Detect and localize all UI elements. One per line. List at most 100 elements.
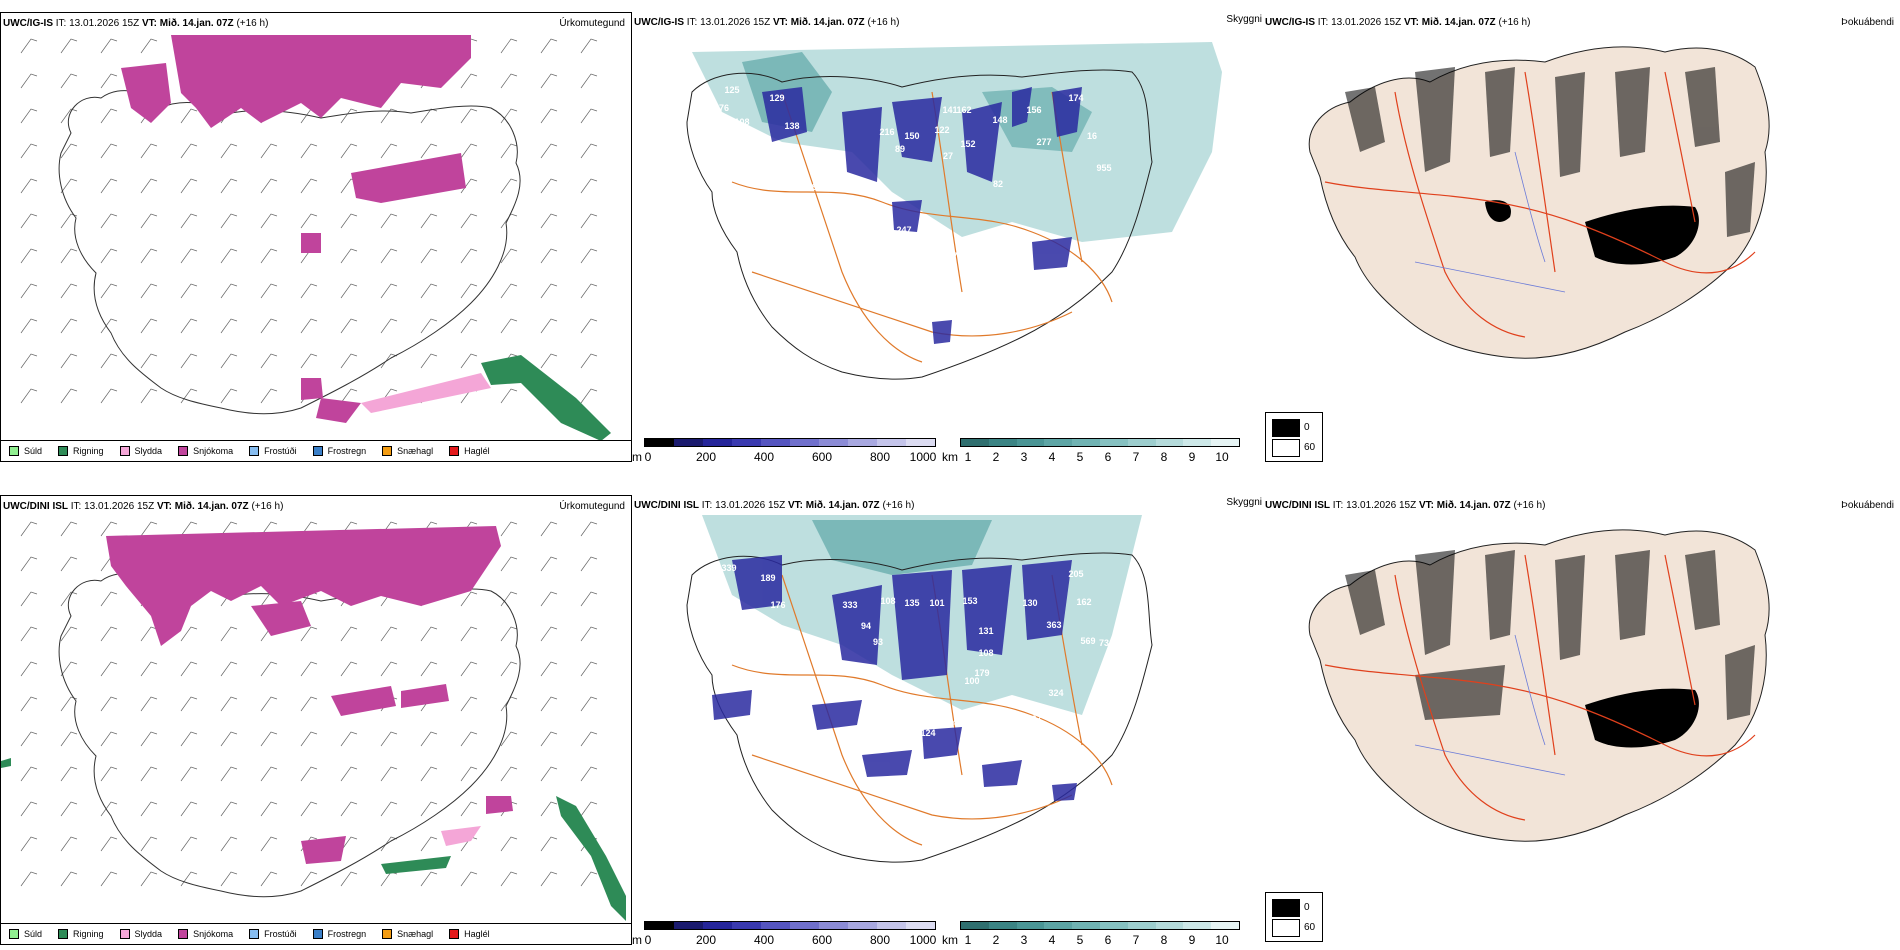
- tick: 2: [992, 933, 1000, 947]
- cloud-base-colorbar: m 0 200 400 600 800 1000: [632, 438, 936, 464]
- wind-barb: [220, 836, 238, 852]
- panel-title: Skyggni: [1226, 14, 1262, 25]
- cloud-number: 129: [769, 93, 785, 103]
- wind-barb: [100, 73, 118, 89]
- colorbar-blocks: [644, 921, 936, 930]
- wind-barb: [460, 283, 478, 299]
- wind-barb: [260, 178, 278, 194]
- wind-barb: [140, 836, 158, 852]
- wind-barb: [140, 801, 158, 817]
- legend-label: 60: [1304, 442, 1316, 453]
- legend-label: 60: [1304, 922, 1316, 933]
- wind-barb: [540, 73, 558, 89]
- legend-swatch: [449, 929, 460, 939]
- panel-header: UWC/IG-IS IT: 13.01.2026 15Z VT: Mið. 14…: [634, 17, 900, 28]
- cloud-number: 130: [1022, 598, 1038, 608]
- cloud-number: 327: [1026, 714, 1042, 724]
- cloud-number: 100: [964, 676, 980, 686]
- wind-barb: [580, 871, 598, 887]
- wind-barb: [500, 556, 518, 572]
- wind-barb: [140, 178, 158, 194]
- cloud-base-colorbar: m 0 200 400 600 800 1000: [632, 921, 936, 947]
- wind-barb: [260, 696, 278, 712]
- cloud-number: 955: [1096, 163, 1112, 173]
- wind-barb: [340, 871, 358, 887]
- wind-barb: [60, 556, 78, 572]
- wind-barb: [100, 213, 118, 229]
- wind-barb: [60, 318, 78, 334]
- wind-barb: [260, 248, 278, 264]
- wind-barb: [300, 661, 318, 677]
- wind-barb: [500, 731, 518, 747]
- wind-barb: [100, 661, 118, 677]
- wind-barb: [460, 766, 478, 782]
- wind-barb: [340, 388, 358, 404]
- wind-barb: [580, 696, 598, 712]
- cloud-number: 76: [718, 103, 730, 113]
- wind-barb: [540, 353, 558, 369]
- cloud-number: 86: [786, 706, 798, 716]
- wind-barb: [380, 353, 398, 369]
- cloud-number: 333: [842, 600, 858, 610]
- cloud-number: 324: [1048, 688, 1064, 698]
- cloud-number: 14: [946, 718, 958, 728]
- wind-barb: [380, 661, 398, 677]
- wind-barb: [540, 521, 558, 537]
- wind-barb: [260, 766, 278, 782]
- wind-barb: [260, 661, 278, 677]
- cloud-number: 141: [942, 105, 958, 115]
- wind-barb: [460, 661, 478, 677]
- wind-barb: [380, 731, 398, 747]
- tick: 200: [695, 450, 717, 464]
- wind-barb: [380, 248, 398, 264]
- wind-barb: [540, 626, 558, 642]
- wind-barb: [380, 801, 398, 817]
- legend-label: 0: [1304, 902, 1310, 913]
- wind-barb: [420, 661, 438, 677]
- fog-legend-1: 0 60: [1265, 412, 1323, 462]
- legend-item-slydda: Slydda: [119, 446, 162, 456]
- wind-barb: [500, 178, 518, 194]
- cloud-number: 216: [879, 127, 895, 137]
- cloud-number: 168: [1044, 756, 1060, 766]
- wind-barb: [540, 178, 558, 194]
- wind-barb: [420, 871, 438, 887]
- cloud-number: 93: [872, 637, 884, 647]
- wind-barb: [460, 318, 478, 334]
- wind-barb: [180, 283, 198, 299]
- cloud-number: 106: [892, 723, 908, 733]
- wind-barb: [460, 626, 478, 642]
- wind-barb: [540, 591, 558, 607]
- wind-barb: [100, 836, 118, 852]
- wind-barb: [380, 766, 398, 782]
- wind-barb: [460, 801, 478, 817]
- cloud-number: 277: [1036, 137, 1052, 147]
- visibility-colorbar: km 1 2 3 4 5 6 7 8 9 10: [942, 921, 1242, 947]
- wind-barb: [60, 143, 78, 159]
- tick: 1000: [909, 933, 937, 947]
- wind-barb: [60, 178, 78, 194]
- wind-barb: [540, 283, 558, 299]
- wind-barb: [100, 801, 118, 817]
- visibility-map-2: [686, 515, 1153, 863]
- wind-barb: [220, 248, 238, 264]
- wind-barb: [20, 766, 38, 782]
- wind-barb: [460, 731, 478, 747]
- cloud-number: 108: [734, 117, 750, 127]
- legend-swatch-white: [1272, 919, 1300, 937]
- cloud-number: 122: [934, 125, 950, 135]
- wind-barb: [500, 626, 518, 642]
- cloud-number: 148: [992, 115, 1008, 125]
- wind-barb: [60, 521, 78, 537]
- wind-barb: [220, 696, 238, 712]
- wind-barb: [580, 318, 598, 334]
- cloud-number: 179: [974, 668, 990, 678]
- wind-barb: [220, 661, 238, 677]
- wind-barb: [340, 836, 358, 852]
- legend-swatch: [58, 929, 69, 939]
- tick: 400: [753, 450, 775, 464]
- panel-title: Úrkomutegund: [559, 18, 625, 29]
- wind-barb: [580, 521, 598, 537]
- wind-barb: [500, 696, 518, 712]
- wind-barb: [180, 353, 198, 369]
